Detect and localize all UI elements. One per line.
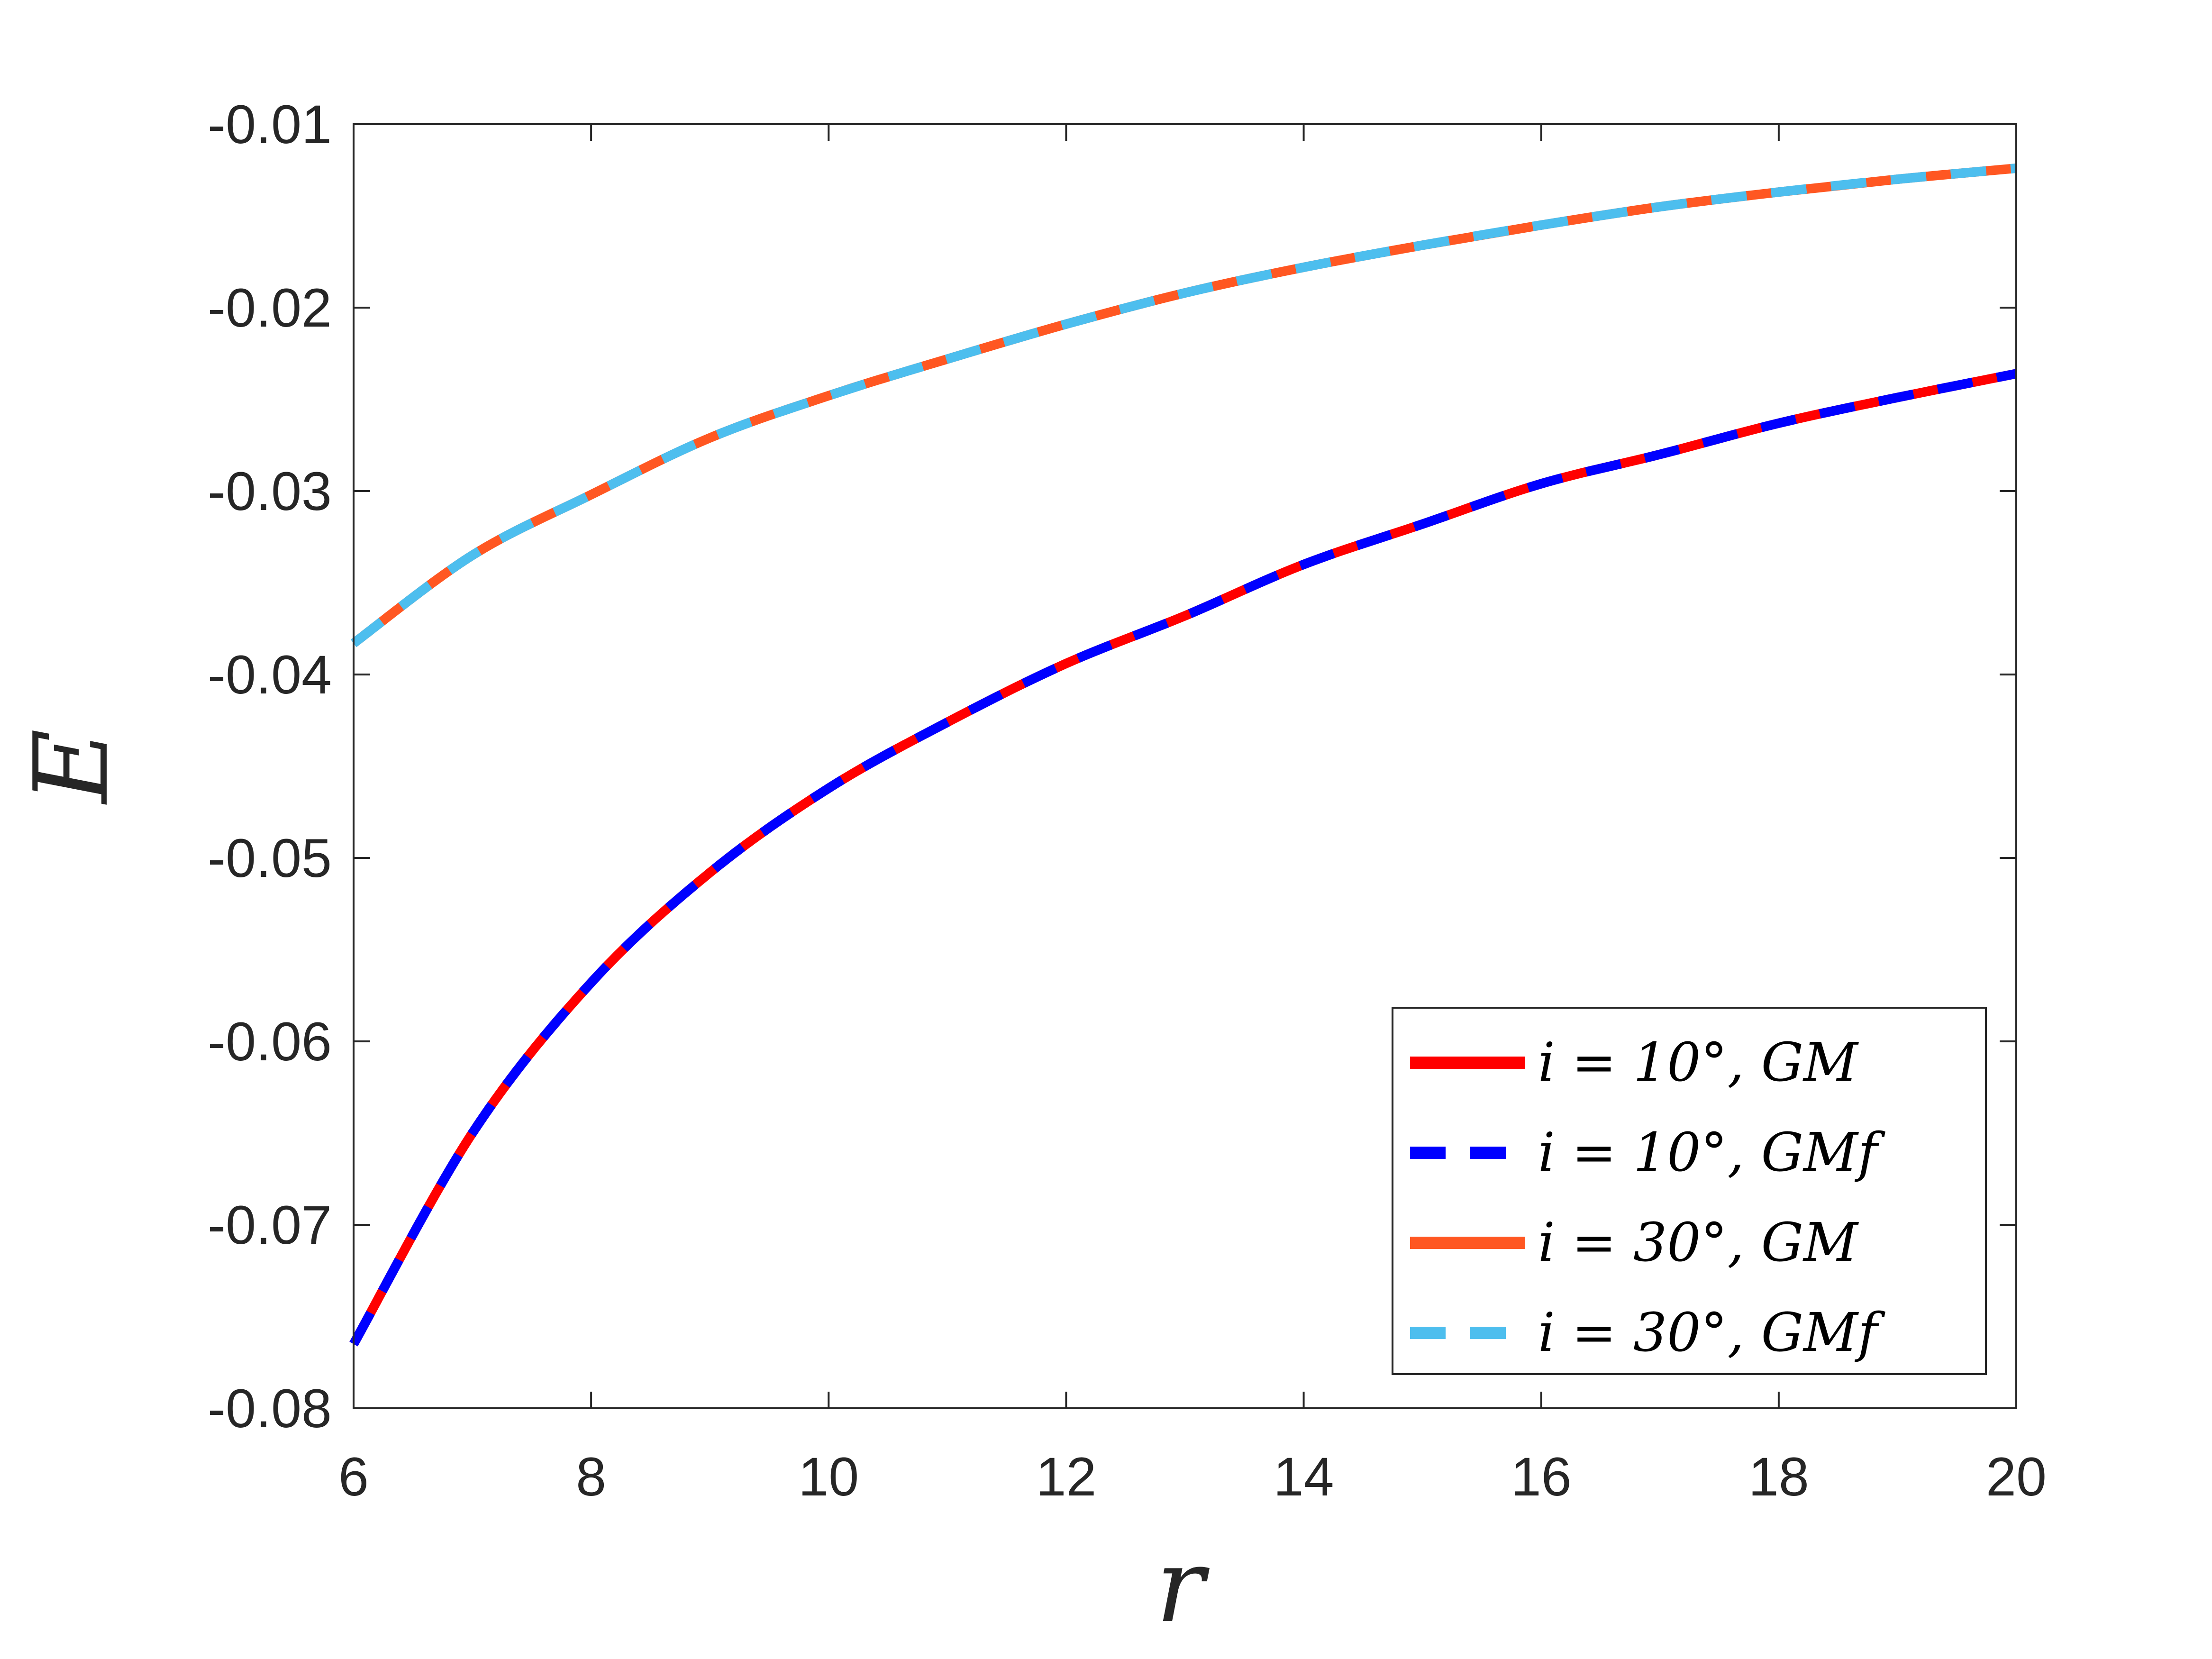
x-tick-label: 18 [1748,1447,1809,1507]
x-ticks: 6 8 10 12 14 16 18 20 [338,124,2047,1507]
y-ticks: -0.01 -0.02 -0.03 -0.04 -0.05 -0.06 -0.07 -0.08 [208,94,2016,1439]
y-tick-label: -0.03 [208,461,332,522]
legend: i = 10°, GM i = 10°, GMf i = 30°, GM i = 30… [1392,1007,1987,1375]
x-tick-label: 12 [1036,1447,1096,1507]
x-tick-label: 8 [576,1447,606,1507]
series-layer [349,163,2017,1347]
series-line-4 [351,163,2017,647]
legend-label-1: i = 10°, GM [1538,1032,1859,1094]
y-tick-label: -0.05 [208,828,332,889]
x-tick-label: 20 [1986,1447,2047,1507]
y-tick-label: -0.06 [208,1012,332,1072]
x-tick-label: 14 [1274,1447,1334,1507]
plot-frame [353,123,2017,1409]
y-tick-label: -0.07 [208,1195,332,1256]
legend-label-2: i = 10°, GMf [1538,1122,1886,1184]
y-axis-label: E [12,729,131,805]
y-tick-label: -0.04 [208,645,332,705]
legend-entries: i = 10°, GM i = 10°, GMf i = 30°, GM i = 30… [1410,1032,1886,1364]
legend-label-4: i = 30°, GMf [1538,1302,1886,1364]
x-tick-label: 6 [338,1447,369,1507]
x-tick-label: 10 [798,1447,859,1507]
y-tick-label: -0.01 [208,94,332,155]
x-tick-label: 16 [1511,1447,1572,1507]
y-tick-label: -0.08 [208,1378,332,1439]
x-axis-label: r [1156,1526,1210,1645]
y-tick-label: -0.02 [208,278,332,338]
legend-label-3: i = 30°, GM [1538,1212,1859,1274]
series-line-2 [349,369,2017,1347]
